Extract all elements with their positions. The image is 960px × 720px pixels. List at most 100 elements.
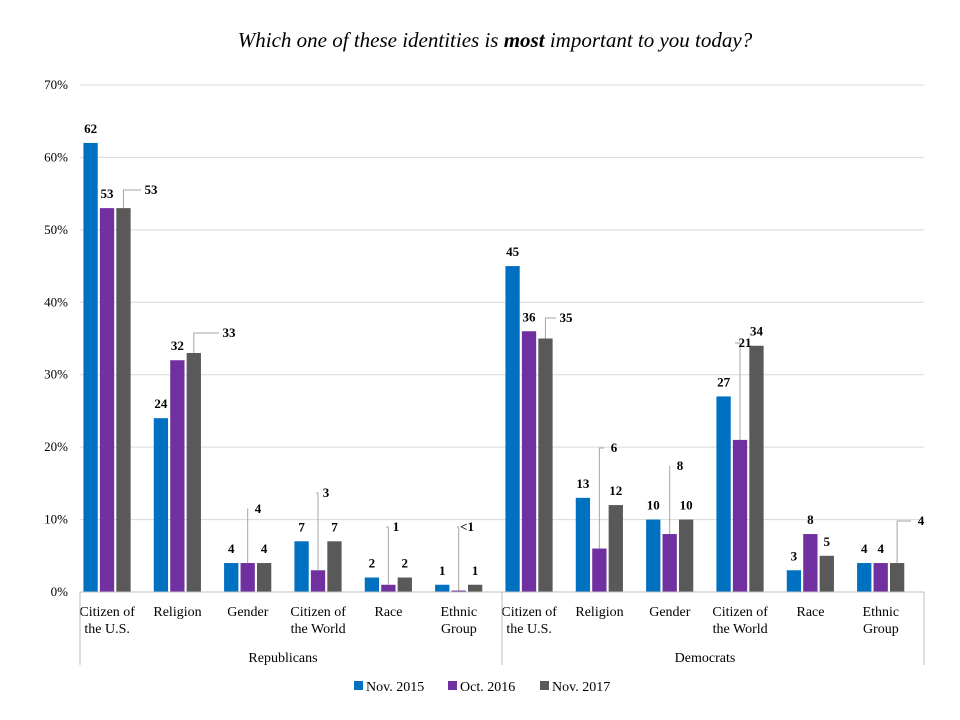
bar	[170, 360, 185, 592]
legend-swatch	[448, 681, 457, 690]
x-category-label: Religion	[575, 605, 623, 620]
y-tick-label: 40%	[44, 294, 68, 309]
data-label: 62	[84, 121, 97, 136]
bar	[749, 345, 764, 592]
y-tick-label: 70%	[44, 77, 68, 92]
data-label: 53	[145, 182, 159, 197]
bar	[538, 338, 553, 592]
data-label: 35	[560, 310, 574, 325]
x-category-label: Gender	[649, 605, 691, 620]
bar	[224, 563, 239, 592]
leader-line	[122, 189, 141, 209]
y-tick-label: 10%	[44, 512, 68, 527]
x-category-label: Group	[863, 622, 899, 637]
bar	[256, 563, 272, 592]
data-label: 4	[228, 541, 235, 556]
bar	[116, 208, 131, 592]
x-category-label: the World	[713, 622, 768, 637]
x-category-label: Citizen of	[290, 605, 346, 620]
bar	[310, 570, 326, 592]
leader-line	[386, 526, 389, 585]
bar	[803, 534, 818, 592]
data-label: 3	[791, 548, 798, 563]
data-label: 4	[255, 501, 262, 516]
leader-line	[896, 520, 911, 564]
data-label: 5	[824, 534, 831, 549]
x-group-label: Republicans	[248, 651, 317, 666]
data-label: 4	[918, 513, 925, 528]
x-category-label: Ethnic	[863, 605, 900, 620]
data-label: 7	[331, 519, 338, 534]
bar	[732, 439, 748, 592]
x-category-label: Citizen of	[712, 605, 768, 620]
bar	[608, 505, 623, 592]
bar	[294, 541, 309, 592]
data-label: 7	[298, 519, 305, 534]
x-category-label: Ethnic	[441, 605, 478, 620]
bar	[451, 590, 466, 592]
chart-title: Which one of these identities is most im…	[237, 28, 753, 52]
bar	[889, 563, 905, 592]
bar	[646, 519, 661, 592]
leader-line	[193, 332, 219, 353]
data-label: 6	[611, 440, 618, 455]
bar	[786, 570, 802, 592]
x-category-label: the U.S.	[506, 622, 552, 637]
data-label: 2	[402, 556, 409, 571]
data-label: 2	[369, 556, 376, 571]
data-label: 4	[861, 541, 868, 556]
bar	[521, 331, 537, 592]
leader-line	[316, 492, 319, 571]
bar	[819, 555, 834, 592]
x-category-label: Religion	[153, 605, 201, 620]
data-label: 3	[323, 485, 330, 500]
data-label: 21	[739, 335, 752, 350]
data-label: 45	[506, 244, 520, 259]
data-label: 13	[576, 476, 590, 491]
y-tick-label: 20%	[44, 439, 68, 454]
y-tick-label: 30%	[44, 367, 68, 382]
bar	[592, 548, 607, 592]
data-label: 24	[154, 396, 168, 411]
data-label: 10	[680, 498, 693, 513]
bar	[327, 541, 342, 592]
data-label: 53	[101, 186, 115, 201]
legend-label: Oct. 2016	[460, 680, 515, 695]
legend-swatch	[540, 681, 549, 690]
data-label: 4	[877, 541, 884, 556]
bar	[662, 534, 677, 592]
leader-line	[544, 317, 556, 339]
bar	[153, 418, 169, 592]
x-category-label: the U.S.	[84, 622, 130, 637]
x-category-label: Group	[441, 622, 477, 637]
x-group-label: Democrats	[675, 651, 736, 666]
data-label: <1	[460, 519, 474, 534]
data-label: 32	[171, 338, 184, 353]
legend-label: Nov. 2017	[552, 680, 610, 695]
bar	[575, 497, 591, 592]
bar	[467, 584, 483, 592]
bar	[505, 266, 520, 592]
data-label: 8	[807, 512, 814, 527]
y-tick-label: 50%	[44, 222, 68, 237]
x-category-label: Gender	[227, 605, 269, 620]
y-tick-label: 60%	[44, 149, 68, 164]
data-label: 27	[717, 374, 731, 389]
bar	[186, 352, 201, 592]
x-category-label: Race	[797, 605, 825, 620]
data-label: 33	[223, 325, 237, 340]
bar	[99, 208, 115, 592]
data-label: 1	[472, 563, 479, 578]
y-tick-label: 0%	[51, 584, 69, 599]
bar	[716, 396, 731, 592]
legend-label: Nov. 2015	[366, 680, 424, 695]
bar	[240, 563, 255, 592]
leader-line	[457, 526, 460, 591]
leader-line	[735, 342, 741, 440]
legend-swatch	[354, 681, 363, 690]
bar	[873, 563, 888, 592]
data-label: 1	[393, 519, 400, 534]
data-label: 4	[261, 541, 268, 556]
x-category-label: Race	[375, 605, 403, 620]
